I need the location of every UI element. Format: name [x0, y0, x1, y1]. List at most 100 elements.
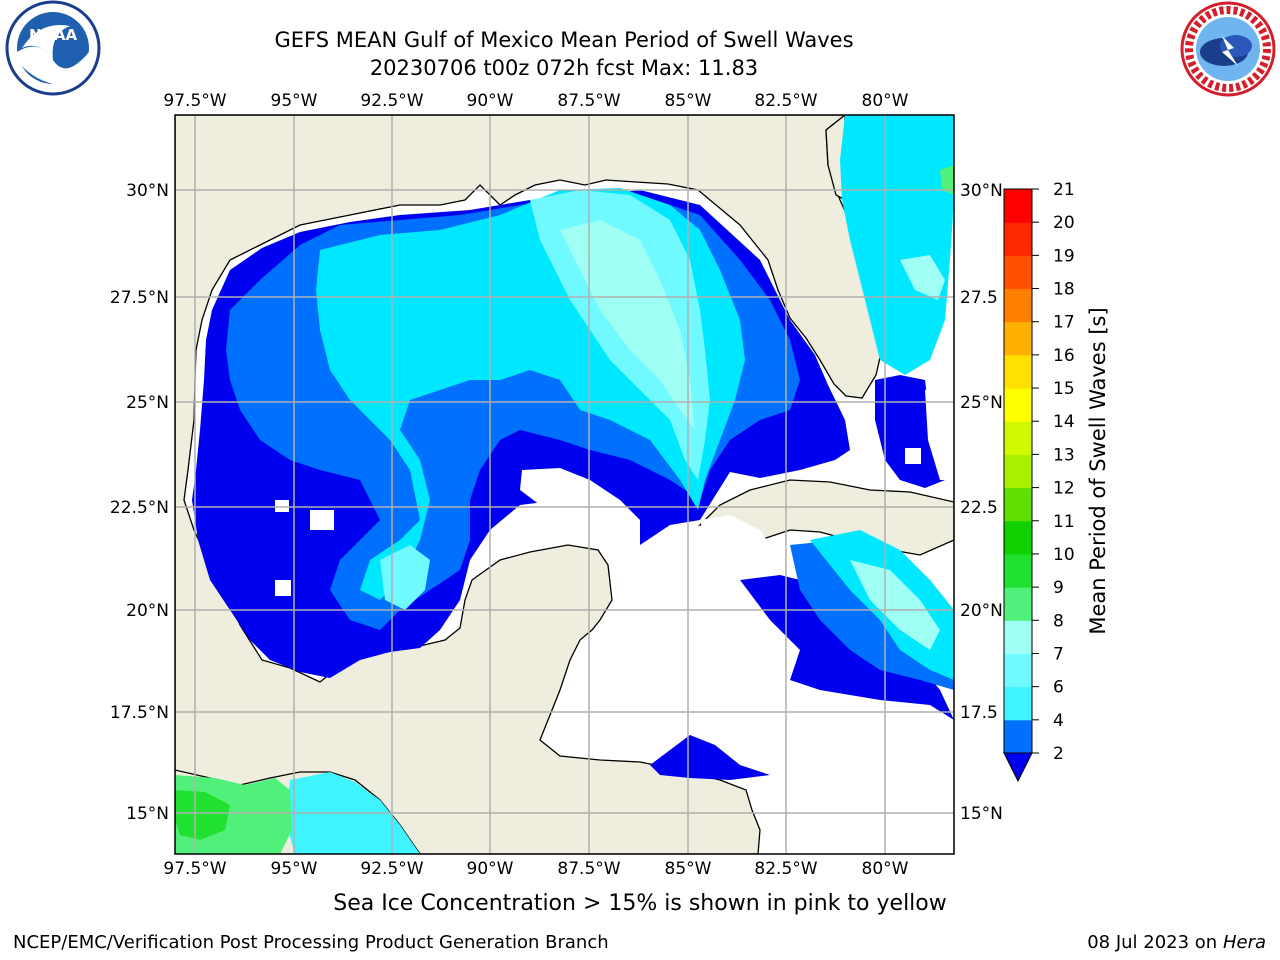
colorbar-segment: [1004, 553, 1032, 588]
colorbar-segment: [1004, 520, 1032, 555]
colorbar-segment: [1004, 388, 1032, 422]
lat-label: 25°N: [960, 393, 1003, 413]
footer-date-text: 08 Jul 2023 on: [1087, 932, 1218, 953]
colorbar-tick-label: 6: [1053, 678, 1064, 698]
lat-label: 22.5°N: [110, 498, 169, 518]
lat-label: 15°N: [960, 804, 1003, 824]
colorbar-tick-label: 15: [1053, 379, 1075, 399]
field-8-9s-d: [850, 560, 940, 650]
lon-label: 82.5°W: [754, 859, 817, 879]
lat-label: 20°N: [960, 601, 1003, 621]
noaa-logo-text: NOAA: [29, 26, 78, 44]
colorbar-extend: [1003, 752, 1033, 783]
lat-labels-right: 30°N 27.5 25°N 22.5 20°N 17.5 15°N: [960, 181, 1003, 824]
colorbar-segment: [1004, 189, 1032, 223]
colorbar-segment: [1004, 255, 1032, 290]
noaa-logo: NOAA: [5, 0, 101, 96]
colorbar-tick-label: 17: [1053, 313, 1075, 333]
lon-label: 90°W: [467, 859, 514, 879]
nodata-spot-1: [275, 500, 289, 512]
lon-label: 97.5°W: [163, 859, 226, 879]
lon-label: 92.5°W: [360, 859, 423, 879]
nodata-spot-4: [905, 448, 921, 464]
colorbar-label: Mean Period of Swell Waves [s]: [1086, 307, 1110, 634]
colorbar-tick-label: 2: [1053, 744, 1064, 764]
lat-label: 15°N: [126, 804, 169, 824]
colorbar-tick-label: 7: [1053, 644, 1064, 664]
sea-ice-note: Sea Ice Concentration > 15% is shown in …: [333, 891, 947, 916]
field-8-9s-e: [900, 255, 945, 300]
colorbar-tick-label: 18: [1053, 280, 1075, 300]
lon-label: 95°W: [271, 859, 318, 879]
nodata-east: [925, 385, 954, 480]
colorbar-tick-label: 14: [1053, 412, 1075, 432]
nodata-spot-2: [310, 510, 334, 530]
colorbar-segment: [1004, 686, 1032, 721]
nodata-yucatan-channel: [700, 515, 780, 575]
colorbar-segment: [1004, 719, 1032, 754]
colorbar-tick-label: 11: [1053, 512, 1075, 532]
chart-title: GEFS MEAN Gulf of Mexico Mean Period of …: [274, 28, 854, 52]
colorbar-tick-label: 4: [1053, 711, 1064, 731]
lon-labels-top: 97.5°W 95°W 92.5°W 90°W 87.5°W 85°W 82.5…: [163, 91, 908, 111]
field-8-9s-b: [560, 220, 695, 430]
colorbar-segment: [1004, 288, 1032, 323]
lon-label: 95°W: [271, 91, 318, 111]
field-9-10s-east: [940, 165, 954, 195]
colorbar-tick-label: 8: [1053, 611, 1064, 631]
chart-subtitle: 20230706 t00z 072h fcst Max: 11.83: [369, 56, 759, 80]
colorbar-segment: [1004, 354, 1032, 389]
lat-labels-left: 30°N 27.5°N 25°N 22.5°N 20°N 17.5°N 15°N: [110, 181, 169, 824]
lon-label: 80°W: [862, 91, 909, 111]
lat-label: 20°N: [126, 601, 169, 621]
colorbar: 2 4 6 7 8 9 10 11 12 13 14 15 16 17 18 19 20 21: [1003, 180, 1075, 783]
colorbar-segment: [1004, 587, 1032, 621]
lon-label: 80°W: [862, 859, 909, 879]
field-10-11s-sw: [175, 790, 230, 840]
lat-label: 27.5: [960, 288, 998, 308]
colorbar-tick-label: 13: [1053, 445, 1075, 465]
field-2-4s-south: [650, 735, 770, 780]
colorbar-tick-label: 16: [1053, 346, 1075, 366]
graticule: [175, 115, 954, 854]
lat-label: 27.5°N: [110, 288, 169, 308]
lat-label: 30°N: [960, 181, 1003, 201]
colorbar-segment: [1004, 222, 1032, 256]
colorbar-segment: [1004, 653, 1032, 688]
lon-labels-bottom: 97.5°W 95°W 92.5°W 90°W 87.5°W 85°W 82.5…: [163, 859, 908, 879]
lat-label: 30°N: [126, 181, 169, 201]
field-2-4s-southeast: [740, 575, 954, 720]
lon-label: 87.5°W: [557, 859, 620, 879]
lat-label: 22.5: [960, 498, 998, 518]
lon-label: 90°W: [467, 91, 514, 111]
colorbar-frame: [1003, 188, 1033, 754]
colorbar-segment: [1004, 487, 1032, 522]
lon-label: 97.5°W: [163, 91, 226, 111]
colorbar-segment: [1004, 421, 1032, 455]
footer-credit: NCEP/EMC/Verification Post Processing Pr…: [13, 932, 609, 953]
lat-label: 17.5: [960, 703, 998, 723]
lat-label: 25°N: [126, 393, 169, 413]
lon-label: 92.5°W: [360, 91, 423, 111]
colorbar-tick-label: 12: [1053, 479, 1075, 499]
footer-date: 08 Jul 2023 on Hera: [1087, 932, 1266, 953]
nodata-spot-3: [275, 580, 291, 596]
lon-label: 87.5°W: [557, 91, 620, 111]
colorbar-segment: [1004, 620, 1032, 654]
colorbar-tick-label: 20: [1053, 213, 1075, 233]
field-6-8s-florida: [840, 115, 954, 375]
colorbar-segment: [1004, 321, 1032, 356]
lon-label: 85°W: [665, 859, 712, 879]
colorbar-tick-label: 19: [1053, 246, 1075, 266]
map-frame: [174, 114, 955, 855]
nws-logo: [1180, 1, 1276, 97]
lon-label: 85°W: [665, 91, 712, 111]
footer-machine: Hera: [1222, 932, 1266, 953]
lon-label: 82.5°W: [754, 91, 817, 111]
colorbar-tick-label: 10: [1053, 545, 1075, 565]
lat-label: 17.5°N: [110, 703, 169, 723]
colorbar-segment: [1004, 454, 1032, 489]
colorbar-tick-label: 21: [1053, 180, 1075, 200]
